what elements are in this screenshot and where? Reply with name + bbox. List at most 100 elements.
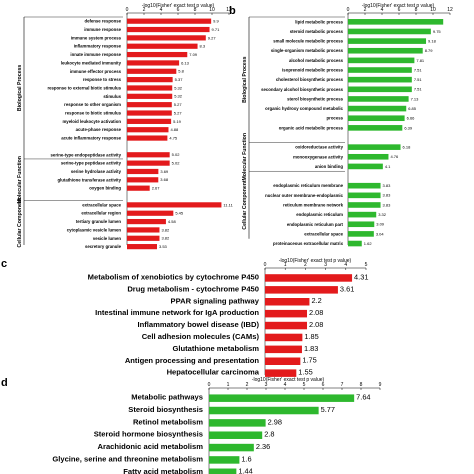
panel-letter: d xyxy=(1,377,8,389)
x-axis-title: -log10(Fisher' exact test p value) xyxy=(279,258,352,264)
value-label: 1.83 xyxy=(304,344,318,353)
bar xyxy=(127,244,158,250)
category-label: Glycine, serine and threonine metabolism xyxy=(52,454,203,463)
value-label: 2.2 xyxy=(311,296,321,305)
bar xyxy=(348,125,403,131)
x-tick-label: 5 xyxy=(303,382,306,388)
value-label: 7.64 xyxy=(356,393,370,402)
value-label: 4.76 xyxy=(390,154,399,159)
category-label: immune system process xyxy=(71,35,122,40)
bar xyxy=(348,105,407,112)
category-label: immune effector process xyxy=(70,69,122,74)
bar xyxy=(209,456,240,464)
category-label: process xyxy=(327,116,344,121)
bar xyxy=(209,468,237,474)
value-label: 1.55 xyxy=(298,368,312,377)
value-label: 11.11 xyxy=(223,202,233,207)
value-label: 7.51 xyxy=(414,67,423,72)
x-axis-title: -log10(Fisher' exact test p value) xyxy=(142,3,215,9)
value-label: 1.85 xyxy=(304,332,318,341)
category-label: anion binding xyxy=(315,164,344,169)
bar xyxy=(265,369,297,377)
category-label: Metabolic pathways xyxy=(131,393,203,402)
bar xyxy=(127,218,166,225)
bar xyxy=(348,47,423,54)
value-label: 7.81 xyxy=(416,58,425,63)
value-label: 4.31 xyxy=(354,272,368,281)
bar xyxy=(127,110,172,116)
value-label: 2.08 xyxy=(309,320,323,329)
category-label: serine hydrolase activity xyxy=(71,169,122,174)
x-tick-label: 12 xyxy=(447,7,453,13)
value-label: 2.67 xyxy=(152,186,161,191)
bar xyxy=(127,160,170,166)
value-label: 1.44 xyxy=(238,467,252,474)
value-label: 8.79 xyxy=(425,48,434,53)
value-label: 3.83 xyxy=(383,202,392,207)
bar xyxy=(265,286,338,294)
category-label: response to external biotic stimulus xyxy=(47,85,121,90)
value-label: 6.66 xyxy=(407,116,416,121)
x-tick-label: 1 xyxy=(227,382,230,388)
value-label: 5.77 xyxy=(321,405,335,414)
category-label: cholesterol biosynthetic process xyxy=(276,77,344,82)
bar xyxy=(348,163,383,170)
x-tick-label: 4 xyxy=(160,7,163,13)
bar xyxy=(265,298,310,306)
value-label: 5.27 xyxy=(174,102,183,107)
value-label: 3.09 xyxy=(376,222,385,227)
panel-b-chart: b -log10(Fisher' exact test p value) 0 2 4 6 8… xyxy=(229,3,453,247)
value-label: 4.88 xyxy=(170,127,179,132)
value-label: 9.18 xyxy=(428,39,437,44)
category-label: immune response xyxy=(84,27,121,32)
bar xyxy=(127,127,169,133)
bar xyxy=(348,202,381,208)
bar xyxy=(348,19,444,25)
category-label: vesicle lumen xyxy=(93,236,122,241)
value-label: 1.62 xyxy=(364,241,373,246)
x-tick-label: 6 xyxy=(177,7,180,13)
bar xyxy=(127,210,174,216)
value-label: 5.32 xyxy=(174,94,183,99)
bar xyxy=(265,274,353,282)
value-label: 7.13 xyxy=(411,96,420,101)
value-label: 2.8 xyxy=(264,430,274,439)
value-label: 1.6 xyxy=(241,454,251,463)
category-label: isoprenoid metabolic process xyxy=(282,68,343,73)
value-label: 9.27 xyxy=(208,35,217,40)
category-label: serine-type peptidase activity xyxy=(61,161,122,166)
value-label: 2.08 xyxy=(309,308,323,317)
category-label: endoplasmic reticulum part xyxy=(287,222,344,227)
bar xyxy=(265,333,303,342)
bar xyxy=(348,153,389,160)
group-label: Biological Process xyxy=(17,65,23,112)
x-axis-title: -log10(Fisher' exact test p value) xyxy=(362,3,435,9)
bar xyxy=(127,135,168,141)
value-label: 7.09 xyxy=(189,52,198,57)
value-label: 3.82 xyxy=(161,236,170,241)
category-label: Retinol metabolism xyxy=(133,417,203,426)
x-tick-label: 2 xyxy=(304,262,307,268)
category-label: endoplasmic reticulum membrane xyxy=(273,183,343,188)
bar xyxy=(348,67,412,73)
x-tick-label: 10 xyxy=(430,7,436,13)
category-label: Hepatocellular carcinoma xyxy=(167,368,260,377)
category-label: Intestinal immune network for IgA produc… xyxy=(95,308,259,317)
value-label: 6.18 xyxy=(403,145,412,150)
bar xyxy=(348,221,375,228)
category-label: sterol biosynthetic process xyxy=(287,96,343,101)
group-label: Biological Process xyxy=(242,56,248,103)
bar xyxy=(348,86,412,93)
category-label: Inflammatory bowel disease (IBD) xyxy=(137,320,259,329)
panel-a-chart: -log10(Fisher' exact test p value) 0 2 4 6 8 1… xyxy=(17,3,234,250)
category-label: oxygen binding xyxy=(89,186,121,191)
bar xyxy=(127,227,160,233)
category-label: leukocyte mediated immunity xyxy=(61,60,122,65)
bar xyxy=(209,419,266,427)
bar xyxy=(127,177,159,183)
category-label: Steroid biosynthesis xyxy=(128,405,203,414)
value-label: 5.45 xyxy=(175,211,184,216)
x-tick-label: 2 xyxy=(246,382,249,388)
category-label: extracellular region xyxy=(81,211,121,216)
